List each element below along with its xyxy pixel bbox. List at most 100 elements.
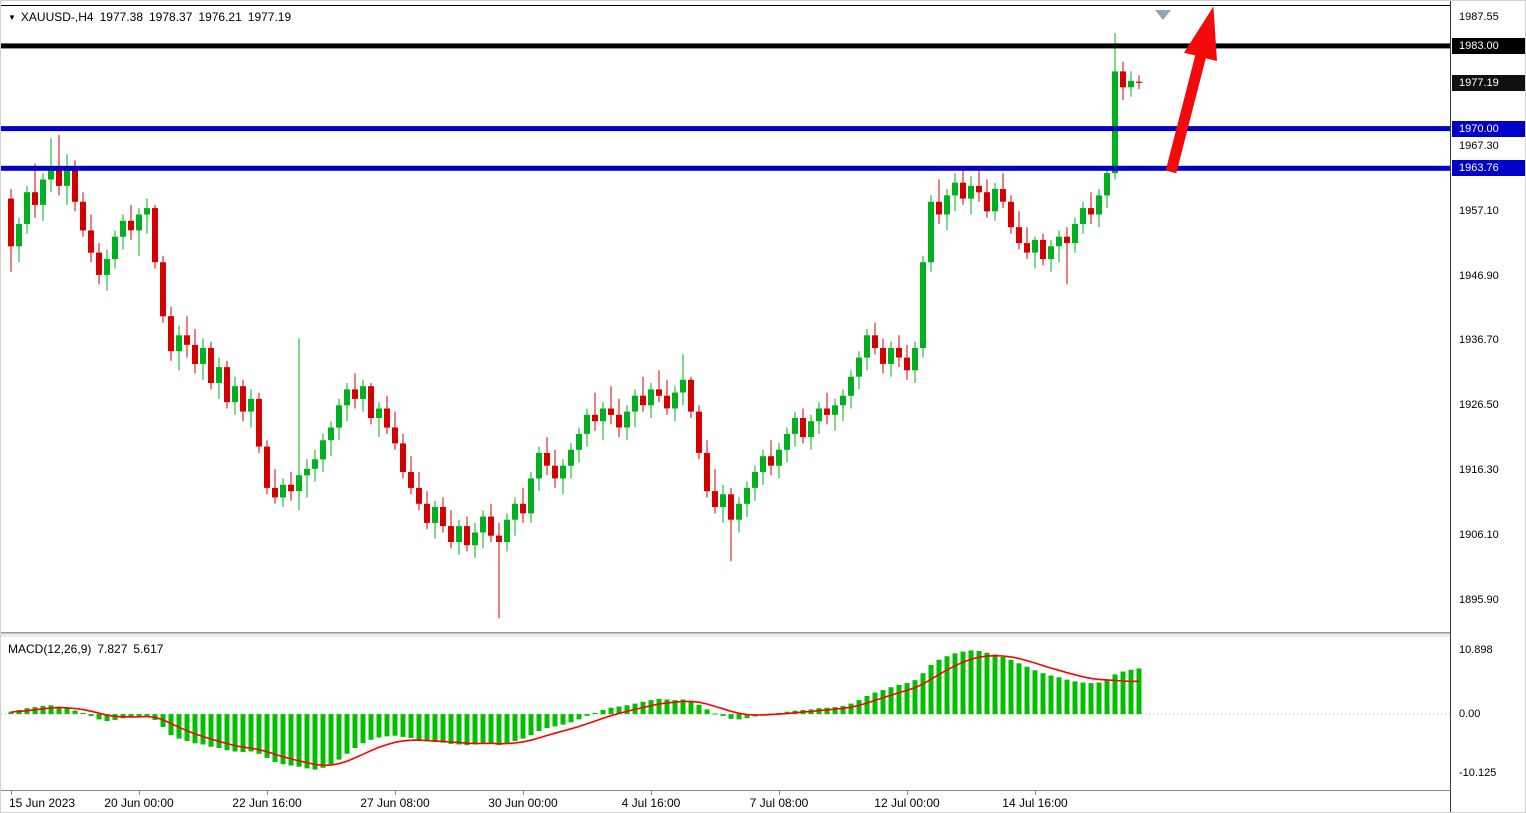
bull-candle-body	[744, 487, 750, 504]
bull-candle-body	[1080, 208, 1086, 224]
bull-candle-body	[752, 472, 758, 488]
bear-candle-body	[640, 395, 646, 406]
price-level-line-1963.76[interactable]	[1, 165, 1450, 171]
bull-candle-body	[296, 475, 302, 492]
bear-candle-body	[288, 484, 294, 492]
bear-candle-body	[368, 386, 374, 418]
macd-histogram-bar	[256, 714, 262, 754]
candlestick-series	[8, 33, 1142, 619]
macd-histogram-bar	[552, 714, 558, 727]
ohlc-open-value: 1977.38	[99, 10, 143, 24]
trend-arrow[interactable]	[1165, 6, 1217, 174]
bear-candle-body	[448, 526, 454, 542]
macd-histogram-bar	[472, 714, 478, 745]
panel-splitter[interactable]	[1, 633, 1450, 637]
time-axis[interactable]: 15 Jun 2023 20 Jun 00:00 22 Jun 16:00 27 Ju…	[1, 791, 1450, 812]
one-click-trading-collapse-icon[interactable]: ▼	[8, 13, 16, 22]
macd-histogram-bar	[192, 714, 198, 744]
macd-histogram-bar	[1064, 679, 1070, 715]
bear-candle-body	[1088, 208, 1094, 215]
bear-candle-body	[440, 507, 446, 527]
macd-histogram-bar	[1128, 669, 1134, 715]
time-axis-tick	[11, 791, 12, 795]
bear-candle-body	[352, 389, 358, 399]
bull-candle-body	[560, 465, 566, 479]
bull-candle-body	[584, 414, 590, 434]
macd-histogram-bar	[440, 714, 446, 743]
macd-values-overlay: MACD(12,26,9) 7.827 5.617	[8, 642, 163, 656]
bull-candle-body	[928, 201, 934, 263]
bull-candle-body	[176, 335, 182, 352]
bull-candle-body	[504, 519, 510, 542]
macd-histogram-bar	[216, 714, 222, 748]
bear-candle-body	[1120, 71, 1126, 88]
macd-histogram-bar	[168, 714, 174, 736]
macd-histogram-bar	[664, 699, 670, 715]
bull-candle-body	[920, 262, 926, 349]
level-price-badge: 1983.00	[1452, 38, 1525, 54]
bear-candle-body	[656, 389, 662, 396]
bull-candle-body	[1072, 224, 1078, 244]
macd-histogram-bar	[1088, 683, 1094, 715]
macd-histogram-bar	[656, 698, 662, 715]
macd-histogram-bar	[904, 683, 910, 715]
macd-histogram-bar	[944, 656, 950, 715]
bear-candle-body	[408, 472, 414, 488]
macd-histogram-bar	[864, 696, 870, 715]
bear-candle-body	[768, 456, 774, 466]
bear-candle-body	[8, 198, 14, 247]
bull-candle-body	[992, 189, 998, 212]
price-axis-label: 1936.70	[1459, 334, 1499, 346]
candlestick-chart-canvas[interactable]	[1, 6, 1450, 632]
macd-chart-canvas[interactable]	[1, 637, 1450, 790]
bear-candle-body	[592, 414, 598, 422]
bull-candle-body	[720, 494, 726, 507]
macd-histogram-bar	[1048, 675, 1054, 714]
bear-candle-body	[984, 192, 990, 212]
macd-histogram-bar	[504, 714, 510, 744]
price-level-line-1970[interactable]	[1, 126, 1450, 132]
price-level-line-1983[interactable]	[1, 43, 1450, 49]
macd-histogram-bar	[856, 700, 862, 715]
macd-histogram-bar	[608, 707, 614, 715]
bull-candle-body	[1112, 71, 1118, 174]
current-price-badge: 1977.19	[1452, 75, 1525, 91]
bear-candle-body	[664, 395, 670, 409]
time-axis-tick	[907, 791, 908, 795]
macd-histogram-bar	[352, 714, 358, 748]
bear-candle-body	[72, 170, 78, 202]
bear-candle-body	[1040, 239, 1046, 259]
price-axis[interactable]: 1987.55 1983.00 1977.19 1970.00 1967.30 1963.…	[1450, 1, 1525, 812]
macd-histogram-bar	[280, 714, 286, 765]
bull-candle-body	[952, 182, 958, 196]
triangle-marker-icon[interactable]	[1155, 10, 1171, 20]
macd-indicator-panel[interactable]	[1, 637, 1450, 790]
time-axis-label: 7 Jul 08:00	[749, 796, 809, 810]
time-axis-label: 22 Jun 16:00	[232, 796, 302, 810]
bear-candle-body	[240, 386, 246, 412]
bull-candle-body	[760, 456, 766, 473]
bull-candle-body	[104, 259, 110, 275]
macd-histogram-bar	[424, 714, 430, 742]
bull-candle-body	[528, 478, 534, 514]
macd-histogram-bar	[128, 714, 134, 717]
bull-candle-body	[144, 208, 150, 215]
bear-candle-body	[824, 408, 830, 415]
bull-candle-body	[776, 449, 782, 466]
macd-histogram-bar	[496, 714, 502, 746]
bull-candle-body	[376, 408, 382, 418]
macd-histogram-bar	[976, 651, 982, 715]
main-chart-panel[interactable]	[1, 5, 1450, 633]
time-axis-label: 14 Jul 16:00	[1002, 796, 1068, 810]
bear-candle-body	[184, 335, 190, 345]
macd-histogram-bar	[888, 687, 894, 715]
bear-candle-body	[464, 526, 470, 546]
price-axis-label: 1946.90	[1459, 270, 1499, 282]
bear-candle-body	[496, 535, 502, 542]
bull-candle-body	[624, 411, 630, 428]
macd-histogram-bar	[1016, 663, 1022, 715]
macd-histogram-bar	[392, 714, 398, 736]
bull-candle-body	[784, 433, 790, 450]
macd-histogram-bar	[912, 680, 918, 715]
